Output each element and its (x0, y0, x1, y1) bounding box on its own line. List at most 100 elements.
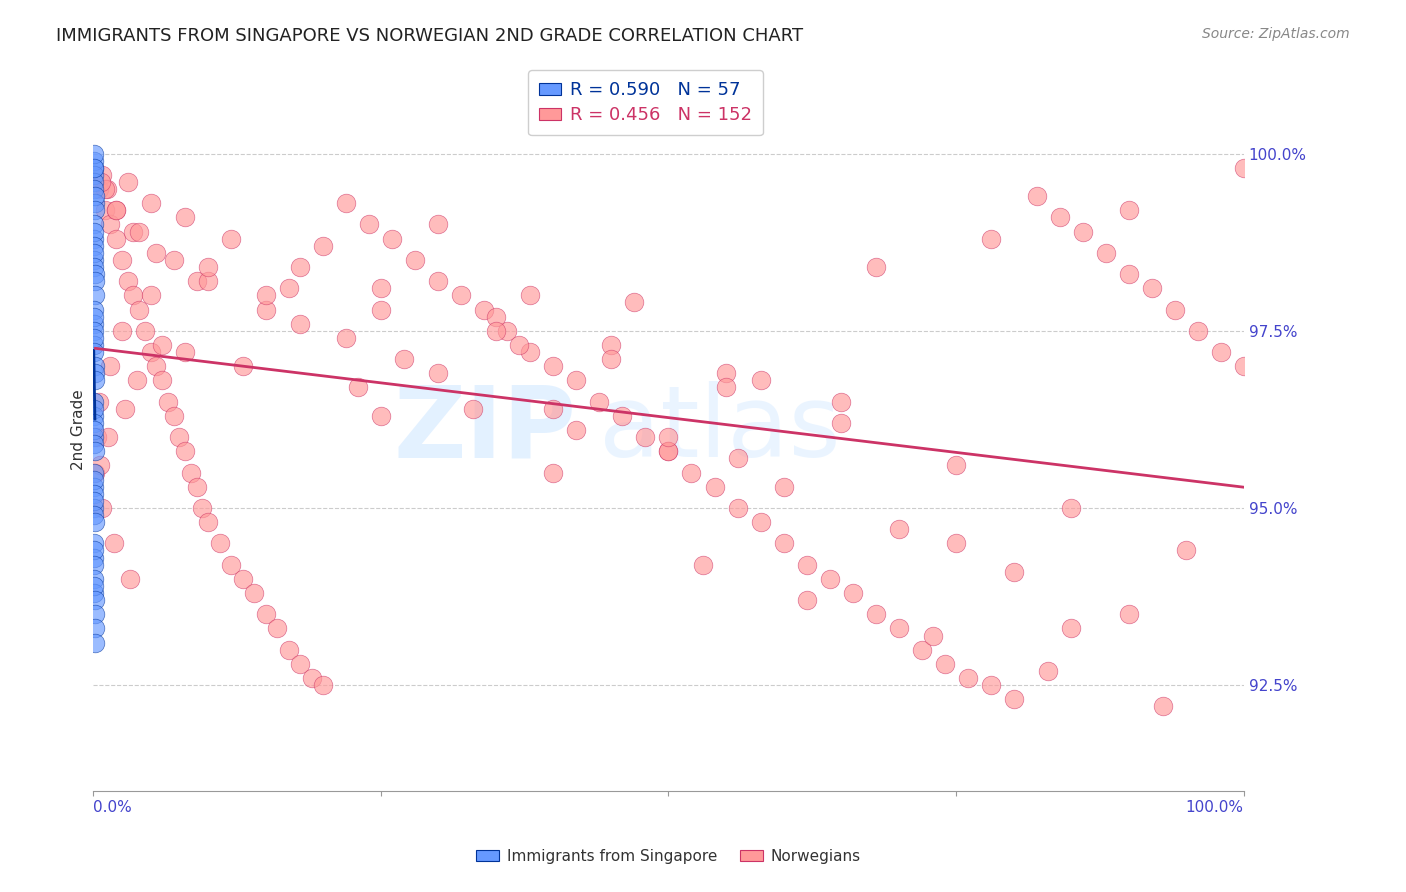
Text: IMMIGRANTS FROM SINGAPORE VS NORWEGIAN 2ND GRADE CORRELATION CHART: IMMIGRANTS FROM SINGAPORE VS NORWEGIAN 2… (56, 27, 803, 45)
Point (910, 642, 932, 657)
Point (117, 274, 139, 288)
Point (1025, 189, 1047, 203)
Point (83, 175, 105, 189)
Point (105, 203, 128, 218)
Point (208, 536, 231, 550)
Point (1209, 345, 1232, 359)
Point (254, 302, 277, 317)
Point (83, 245, 105, 260)
Point (312, 678, 335, 692)
Point (105, 203, 128, 218)
Point (657, 444, 679, 458)
Point (1071, 225, 1094, 239)
Point (163, 409, 186, 423)
Point (290, 657, 312, 671)
Point (83, 161, 105, 175)
Point (83, 274, 105, 288)
Point (169, 430, 191, 444)
Point (865, 607, 887, 622)
Point (84, 635, 107, 649)
Point (519, 288, 541, 302)
Point (83, 168, 105, 182)
Point (83, 586, 105, 600)
Point (922, 628, 945, 642)
Point (1038, 664, 1060, 678)
Point (83, 593, 105, 607)
Point (83, 543, 105, 558)
Point (87, 394, 110, 409)
Point (600, 352, 623, 367)
Point (714, 366, 737, 380)
Point (97, 430, 120, 444)
Point (118, 572, 141, 586)
Point (83, 366, 105, 380)
Point (290, 260, 312, 274)
Point (156, 394, 179, 409)
Point (749, 373, 772, 387)
Legend: R = 0.590   N = 57, R = 0.456   N = 152: R = 0.590 N = 57, R = 0.456 N = 152 (529, 70, 762, 136)
Point (186, 480, 208, 494)
Point (370, 409, 392, 423)
Point (197, 515, 219, 529)
Point (623, 295, 645, 310)
Point (335, 331, 357, 345)
Point (83, 225, 105, 239)
Point (312, 238, 335, 252)
Text: atlas: atlas (599, 382, 841, 478)
Point (346, 380, 368, 394)
Point (1002, 565, 1025, 579)
Point (290, 317, 312, 331)
Point (83, 444, 105, 458)
Point (197, 260, 219, 274)
Point (83, 500, 105, 515)
Point (277, 642, 299, 657)
Point (370, 281, 392, 295)
Point (796, 558, 818, 572)
Point (657, 444, 679, 458)
Point (1152, 699, 1174, 714)
Point (1164, 302, 1187, 317)
Point (818, 572, 841, 586)
Point (703, 480, 725, 494)
Point (174, 211, 197, 225)
Point (83, 324, 105, 338)
Point (887, 522, 910, 536)
Point (830, 416, 852, 430)
Point (1140, 281, 1163, 295)
Point (1118, 203, 1140, 218)
Point (150, 373, 173, 387)
Point (174, 444, 197, 458)
Point (83, 182, 105, 196)
Point (865, 260, 887, 274)
Point (1060, 622, 1083, 636)
Point (1049, 211, 1071, 225)
Point (980, 678, 1002, 692)
Point (83, 161, 105, 175)
Point (111, 252, 134, 267)
Point (232, 359, 254, 374)
Point (519, 345, 541, 359)
Point (83, 232, 105, 246)
Point (565, 373, 588, 387)
Point (301, 671, 323, 685)
Point (243, 586, 266, 600)
Point (163, 252, 186, 267)
Point (197, 274, 219, 288)
Point (485, 310, 508, 324)
Point (96, 182, 118, 196)
Point (90, 175, 112, 189)
Point (427, 366, 450, 380)
Point (887, 622, 910, 636)
Point (749, 515, 772, 529)
Point (83, 494, 105, 508)
Point (83, 473, 105, 487)
Point (186, 274, 208, 288)
Y-axis label: 2nd Grade: 2nd Grade (72, 390, 86, 470)
Point (83, 196, 105, 211)
Point (91, 168, 114, 182)
Point (111, 324, 134, 338)
Point (100, 359, 122, 374)
Point (427, 218, 450, 232)
Point (83, 189, 105, 203)
Point (945, 458, 967, 473)
